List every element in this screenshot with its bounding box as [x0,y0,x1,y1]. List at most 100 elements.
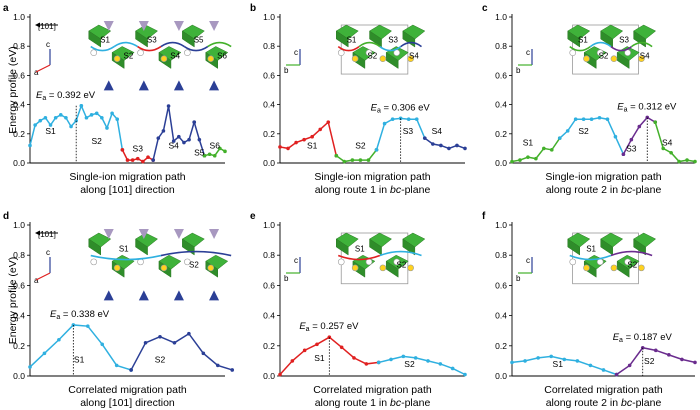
y-tick-label: 0.8 [13,41,25,51]
data-point [414,117,419,121]
ea-label: Ea = 0.257 eV [299,321,359,333]
panel-caption: along route 1 in bc-plane [315,397,431,409]
octahedron-shape [135,30,148,48]
data-point [315,342,319,347]
tetrahedron-shape [209,21,220,31]
data-point [621,152,626,157]
y-tick-label: 1.0 [263,220,275,230]
y-tick-label: 0.4 [495,311,507,321]
data-point [215,363,220,368]
data-point [653,120,658,124]
ion-site [160,264,168,272]
migration-path-line [379,250,422,257]
data-point [105,126,109,130]
data-point [310,134,314,139]
panel-f: f 0.0 0.2 0.4 0.6 0.8 1.0 cb S1 S2 S1 S2 Ea = 0.187 … [482,211,697,409]
data-point [94,111,99,116]
tetrahedron-shape [173,80,184,91]
panel-letter: e [250,211,256,222]
tetrahedron-shape [173,229,184,239]
segment-label: S2 [578,126,589,136]
inset-label: S2 [367,52,377,61]
y-tick-label: 0.4 [13,100,25,110]
data-point [69,124,73,129]
migration-path-line [137,45,162,52]
tetrahedron-shape [209,80,220,91]
y-tick-label: 1.0 [13,12,25,22]
y-tick-label: 0.8 [495,41,507,51]
data-point [374,148,379,152]
octahedron-shape [402,238,416,256]
data-point [390,117,395,121]
structure-inset: cb S1 S2 [284,232,426,285]
y-tick-label: 0.8 [263,250,275,260]
data-point [192,120,197,124]
segment-label: S1 [553,359,564,369]
data-point [100,115,104,120]
y-tick-label: 0.4 [263,311,275,321]
tetrahedron-shape [103,229,114,239]
panel-caption: Correlated migration path [544,384,663,396]
ion-site [583,55,590,63]
y-tick-label: 0.6 [495,70,507,80]
y-tick-label: 1.0 [495,12,507,22]
octahedron-shape [616,260,630,278]
inset-label: S1 [586,245,596,254]
data-point [201,351,206,356]
tetrahedron-shape [173,290,184,301]
panel-caption: along route 2 in bc-plane [546,184,662,196]
data-point [588,363,593,368]
y-axis-label: Energy profile (eV) [7,257,19,345]
octahedron-shape [567,238,580,256]
panel-caption: along [101] direction [80,397,175,409]
migration-path-line [90,254,162,261]
ion-site [624,258,631,266]
data-point [58,113,63,117]
panel-caption: Single-ion migration path [545,171,661,183]
series-line-s1 [29,324,132,371]
tetrahedron-shape [103,21,114,31]
segment-label: S2 [155,354,166,364]
segment-label: S5 [194,148,205,158]
ion-site [351,264,359,272]
inset-label: S6 [217,52,227,61]
data-point [286,146,290,151]
y-tick-label: 0.4 [263,100,275,110]
data-point [197,137,202,142]
y-tick-label: 0.0 [13,371,25,381]
data-point [613,134,618,139]
ion-site [113,55,121,63]
y-tick-label: 0.8 [13,250,25,260]
ion-site [407,55,414,63]
migration-path-line [569,45,591,52]
inset-label: c [294,48,298,57]
data-point [661,146,665,151]
y-tick-label: 1.0 [263,12,275,22]
migration-path-line [337,254,381,261]
ion-site [184,258,191,266]
data-point [463,372,467,377]
migration-path-line [631,41,653,48]
ion-site [596,49,604,57]
segment-label: S3 [626,143,637,153]
data-point [431,142,435,146]
axis-ab-arrow [35,64,51,73]
ea-label: Ea = 0.392 eV [36,90,96,102]
octahedron-shape [633,238,646,256]
structure-inset: cb S1 S2 S3 S4 [284,24,426,75]
data-point [125,158,130,162]
data-point [79,103,84,108]
panel-letter: c [482,3,488,14]
inset-label: S3 [619,36,629,45]
data-point [389,357,393,362]
data-point [114,363,119,368]
y-tick-label: 1.0 [495,220,507,230]
data-point [614,372,619,377]
data-point [358,158,363,162]
octahedron-shape [135,238,148,256]
data-point [278,145,282,149]
y-tick-label: 0.6 [13,70,25,80]
ea-label: Ea = 0.338 eV [50,309,110,321]
data-point [413,356,418,360]
